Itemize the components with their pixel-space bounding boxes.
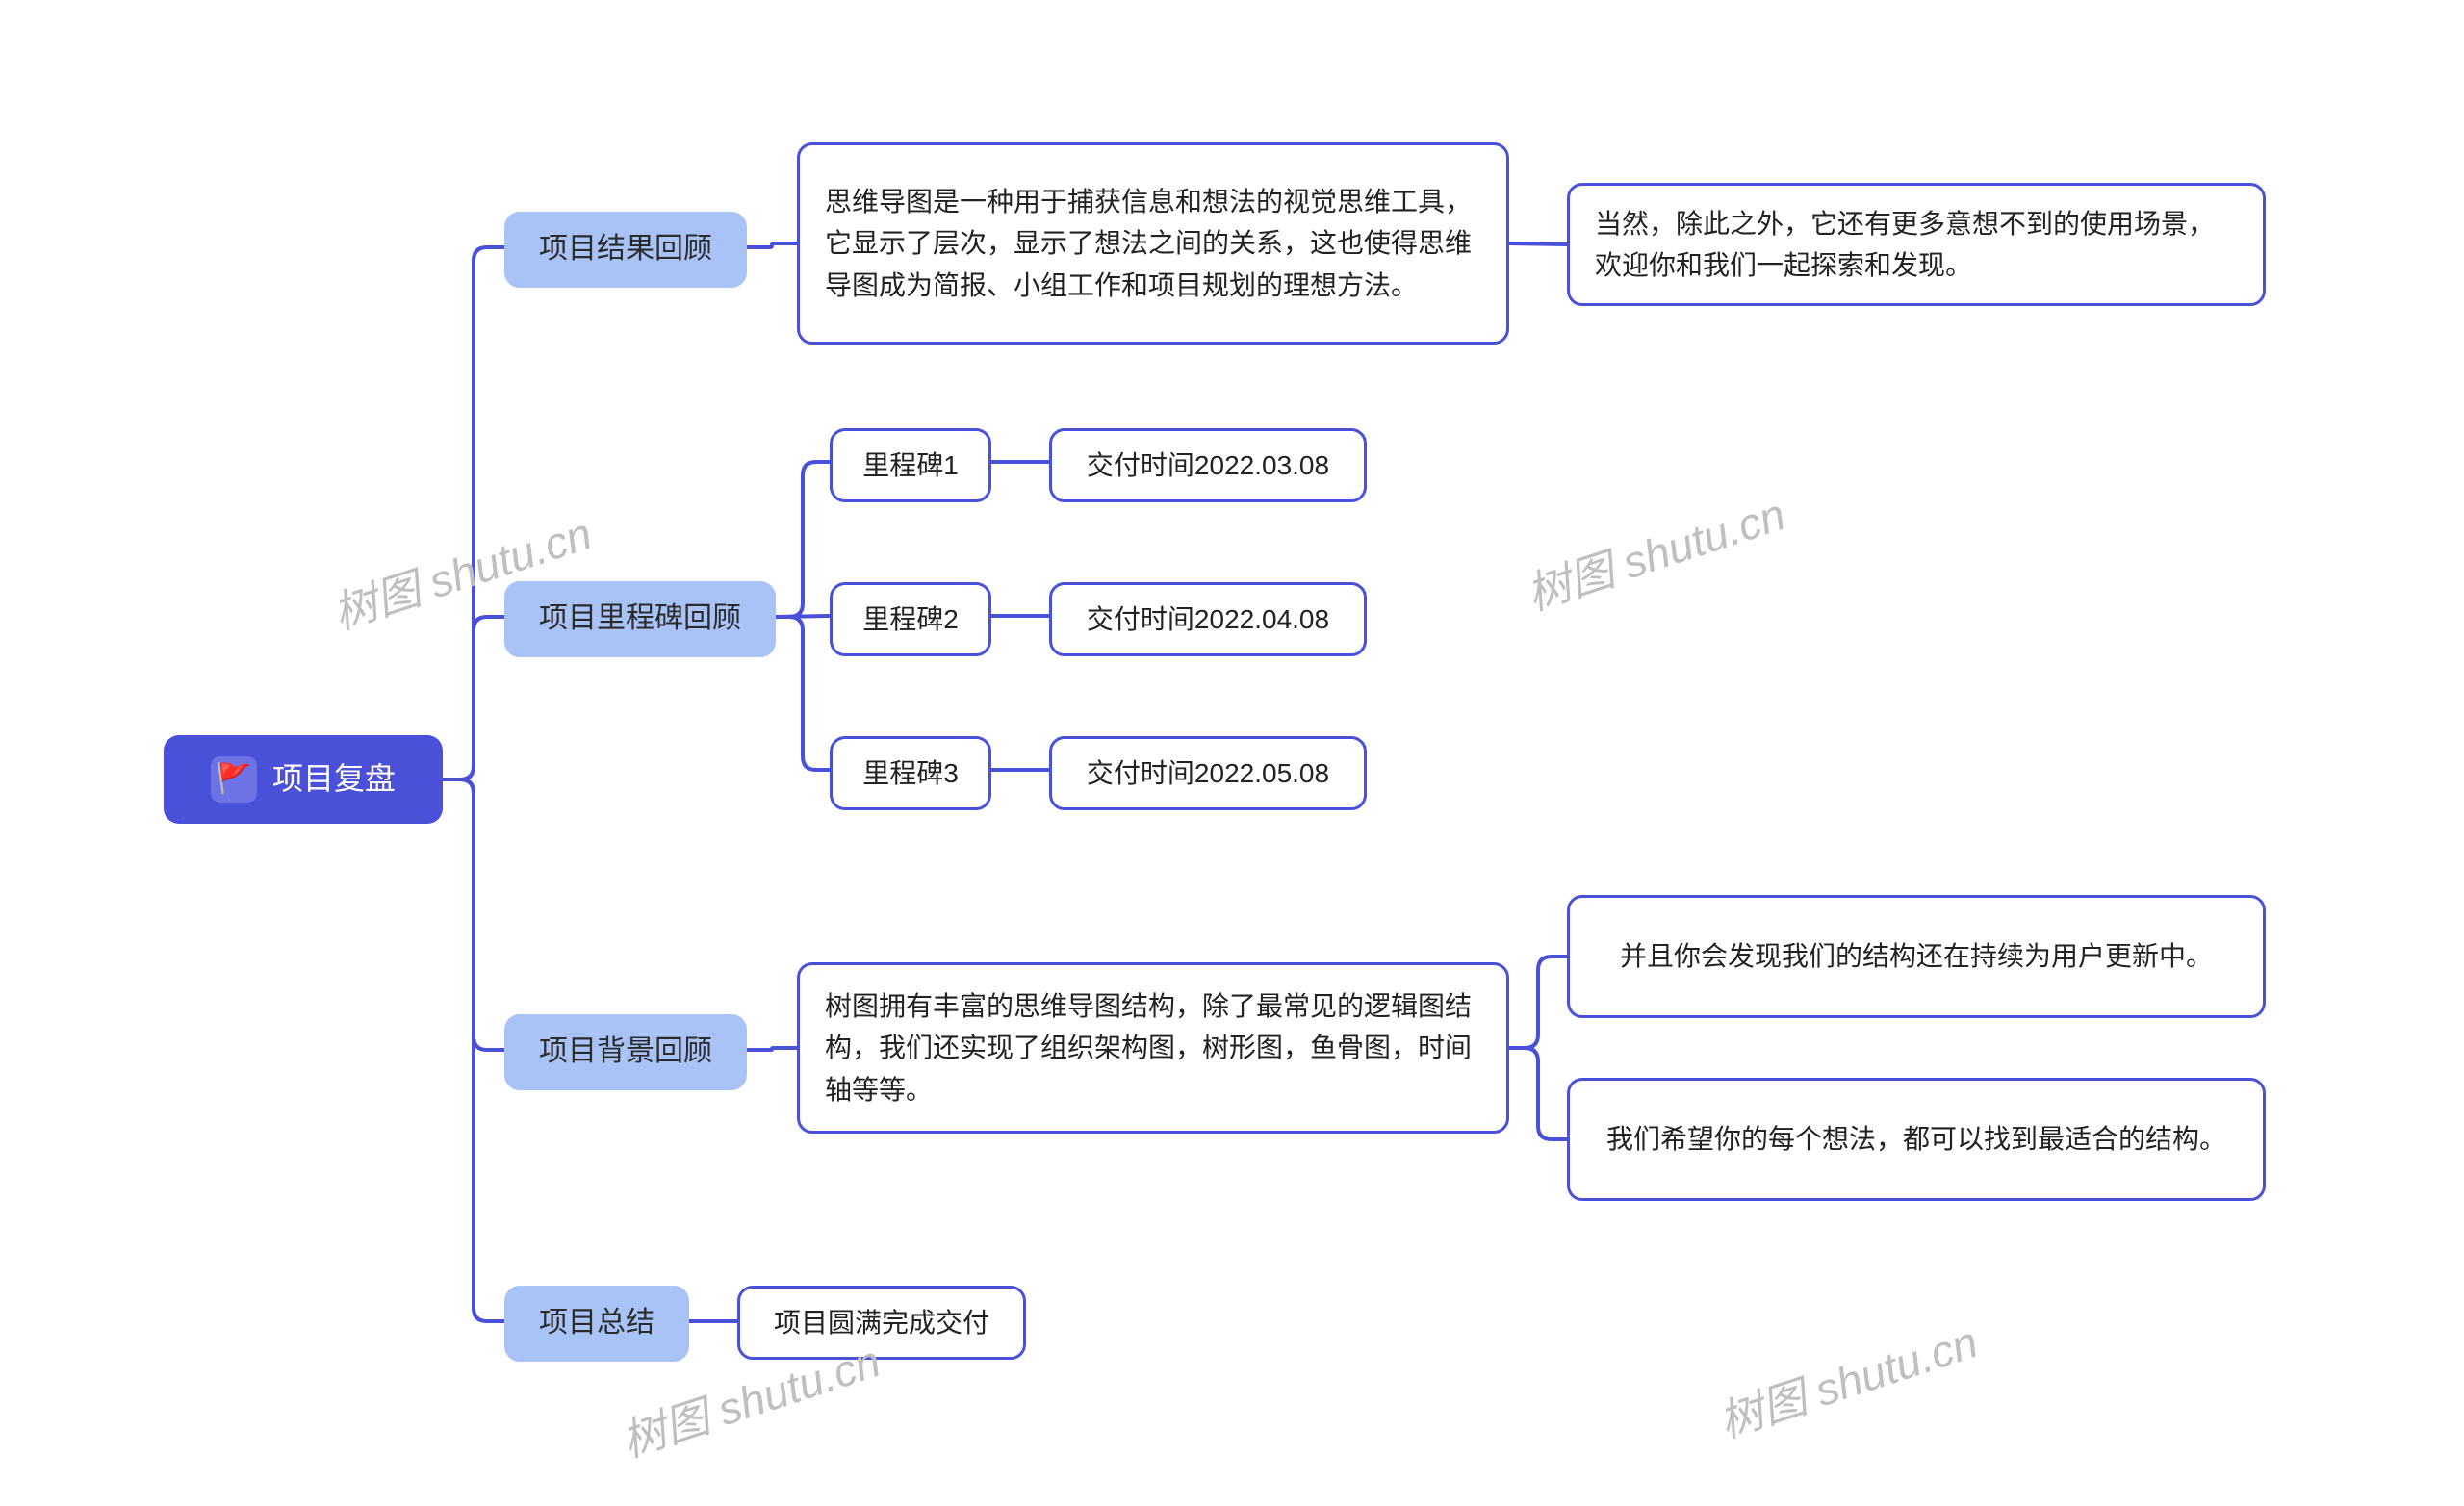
leaf-text: 交付时间2022.03.08 xyxy=(1087,445,1329,486)
branch-background-review[interactable]: 项目背景回顾 xyxy=(504,1014,747,1090)
leaf-milestone-3[interactable]: 里程碑3 xyxy=(830,736,991,810)
leaf-milestone-2-date[interactable]: 交付时间2022.04.08 xyxy=(1049,582,1367,656)
watermark-text: 树图 shutu.cn xyxy=(1710,1308,1985,1451)
leaf-milestone-3-date[interactable]: 交付时间2022.05.08 xyxy=(1049,736,1367,810)
leaf-text: 树图拥有丰富的思维导图结构，除了最常见的逻辑图结构，我们还实现了组织架构图，树形… xyxy=(825,985,1481,1110)
root-node[interactable]: 🚩 项目复盘 xyxy=(164,735,443,824)
mindmap-canvas: 🚩 项目复盘 项目结果回顾 项目里程碑回顾 项目背景回顾 项目总结 思维导图是一… xyxy=(0,0,2464,1506)
watermark-text: 树图 shutu.cn xyxy=(1518,480,1792,624)
leaf-background-desc[interactable]: 树图拥有丰富的思维导图结构，除了最常见的逻辑图结构，我们还实现了组织架构图，树形… xyxy=(797,962,1509,1134)
root-label: 项目复盘 xyxy=(272,755,396,804)
leaf-text: 我们希望你的每个想法，都可以找到最适合的结构。 xyxy=(1606,1118,2226,1160)
branch-label: 项目里程碑回顾 xyxy=(539,597,741,642)
leaf-summary-text[interactable]: 项目圆满完成交付 xyxy=(737,1286,1026,1360)
leaf-background-extra-2[interactable]: 我们希望你的每个想法，都可以找到最适合的结构。 xyxy=(1567,1078,2266,1201)
leaf-text: 里程碑1 xyxy=(862,445,959,486)
branch-summary[interactable]: 项目总结 xyxy=(504,1286,689,1362)
leaf-text: 思维导图是一种用于捕获信息和想法的视觉思维工具，它显示了层次，显示了想法之间的关… xyxy=(825,181,1481,306)
leaf-background-extra-1[interactable]: 并且你会发现我们的结构还在持续为用户更新中。 xyxy=(1567,895,2266,1018)
leaf-milestone-1[interactable]: 里程碑1 xyxy=(830,428,991,502)
leaf-text: 项目圆满完成交付 xyxy=(774,1302,989,1343)
branch-milestone-review[interactable]: 项目里程碑回顾 xyxy=(504,581,776,657)
leaf-text: 里程碑3 xyxy=(862,753,959,794)
leaf-milestone-2[interactable]: 里程碑2 xyxy=(830,582,991,656)
leaf-text: 交付时间2022.05.08 xyxy=(1087,753,1329,794)
leaf-text: 交付时间2022.04.08 xyxy=(1087,599,1329,640)
leaf-text: 并且你会发现我们的结构还在持续为用户更新中。 xyxy=(1620,935,2213,977)
branch-result-review[interactable]: 项目结果回顾 xyxy=(504,212,747,288)
flag-icon: 🚩 xyxy=(211,756,257,803)
leaf-milestone-1-date[interactable]: 交付时间2022.03.08 xyxy=(1049,428,1367,502)
branch-label: 项目结果回顾 xyxy=(539,227,712,272)
leaf-result-extra[interactable]: 当然，除此之外，它还有更多意想不到的使用场景，欢迎你和我们一起探索和发现。 xyxy=(1567,183,2266,306)
branch-label: 项目总结 xyxy=(539,1301,654,1346)
branch-label: 项目背景回顾 xyxy=(539,1030,712,1075)
leaf-text: 当然，除此之外，它还有更多意想不到的使用场景，欢迎你和我们一起探索和发现。 xyxy=(1595,203,2238,287)
leaf-text: 里程碑2 xyxy=(862,599,959,640)
leaf-result-desc[interactable]: 思维导图是一种用于捕获信息和想法的视觉思维工具，它显示了层次，显示了想法之间的关… xyxy=(797,142,1509,345)
